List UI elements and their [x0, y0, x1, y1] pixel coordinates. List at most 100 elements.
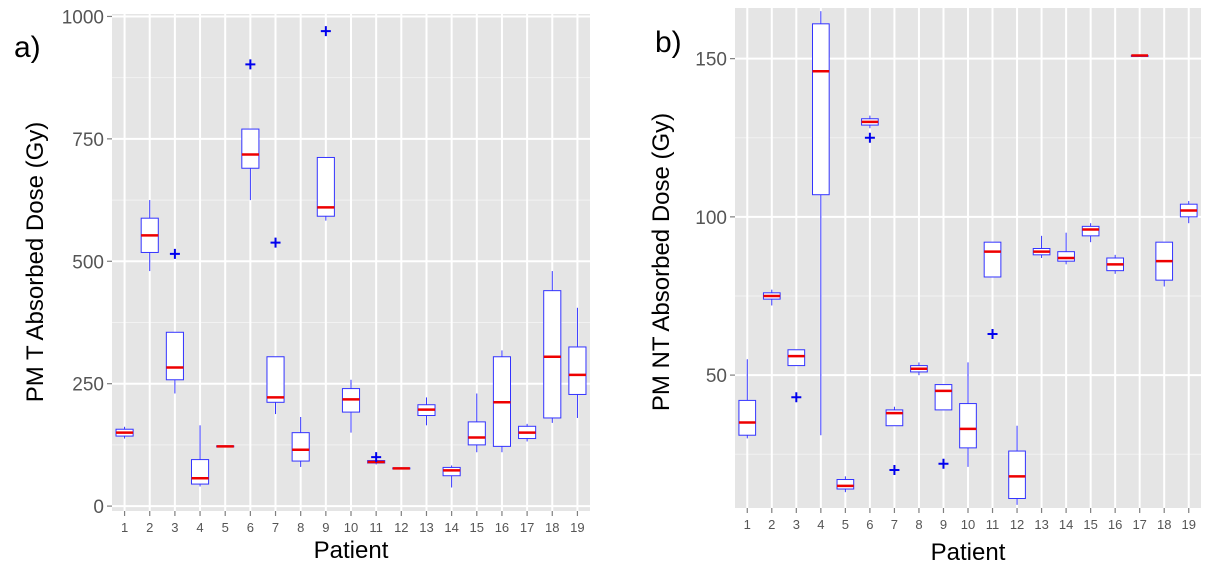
outlier-point [987, 328, 998, 339]
y-tick-label: 0 [93, 497, 104, 518]
iqr-box [165, 331, 184, 381]
box-patient-11 [367, 452, 386, 465]
box-patient-19 [1179, 201, 1198, 224]
box-patient-5 [836, 476, 855, 493]
y-axis-ticks: 50 100 150 [695, 50, 735, 387]
iqr-box [543, 290, 562, 419]
box-patient-19 [568, 307, 587, 418]
iqr-box [1057, 251, 1075, 262]
x-tick-label: 17 [1132, 517, 1146, 532]
box-patient-12 [1008, 425, 1026, 505]
outlier-point [371, 452, 382, 463]
x-tick-label: 9 [940, 517, 947, 532]
y-tick-label: 50 [706, 366, 727, 387]
outlier-point [245, 59, 256, 70]
box-patient-7 [266, 237, 285, 415]
x-tick-label: 6 [247, 520, 254, 535]
x-tick-label: 8 [297, 520, 304, 535]
iqr-box [467, 421, 486, 446]
box-patient-8 [291, 416, 310, 467]
x-tick-label: 15 [1083, 517, 1097, 532]
box-plots [115, 26, 587, 488]
box-patient-18 [1155, 241, 1174, 287]
outlier-point [938, 458, 949, 469]
iqr-box [1081, 225, 1100, 237]
iqr-box [787, 349, 806, 367]
box-patient-14 [442, 465, 461, 488]
x-tick-label: 12 [394, 520, 408, 535]
box-patient-17 [1130, 54, 1149, 57]
x-tick-label: 7 [891, 517, 898, 532]
outlier-point [270, 237, 281, 248]
box-patient-17 [518, 423, 537, 442]
box-patient-16 [1106, 254, 1124, 274]
x-tick-label: 17 [520, 520, 534, 535]
x-tick-label: 12 [1010, 517, 1024, 532]
iqr-box [983, 241, 1002, 278]
x-tick-label: 19 [1182, 517, 1196, 532]
iqr-box [738, 399, 757, 436]
box-patient-16 [492, 350, 512, 453]
box-patient-6 [861, 115, 879, 143]
box-patient-3 [787, 349, 806, 403]
x-tick-label: 2 [768, 517, 775, 532]
iqr-box [836, 479, 855, 490]
iqr-box [291, 432, 310, 462]
x-tick-label: 10 [344, 520, 358, 535]
outlier-point [864, 132, 875, 143]
x-tick-label: 13 [1034, 517, 1048, 532]
x-axis-ticks: 1 2 3 4 5 6 7 8 9 10 11 12 13 14 15 16 17 18 19 [121, 511, 585, 535]
box-plots [738, 11, 1198, 505]
x-tick-label: 7 [272, 520, 279, 535]
y-tick-label: 100 [695, 208, 727, 229]
x-tick-label: 6 [866, 517, 873, 532]
x-axis-ticks: 1 2 3 4 5 6 7 8 9 10 11 12 13 14 15 16 17 18 19 [744, 508, 1196, 532]
box-patient-10 [959, 362, 977, 467]
y-tick-label: 750 [72, 130, 104, 151]
box-patient-5 [216, 445, 235, 448]
box-patient-15 [1081, 223, 1100, 243]
x-tick-label: 8 [915, 517, 922, 532]
x-tick-label: 3 [793, 517, 800, 532]
x-axis-label: Patient [314, 537, 389, 564]
x-tick-label: 4 [196, 520, 203, 535]
x-tick-label: 9 [322, 520, 329, 535]
y-axis-ticks: 0 250 500 750 1000 [62, 7, 112, 518]
box-patient-4 [812, 11, 830, 436]
box-patient-9 [316, 26, 335, 221]
x-tick-label: 11 [369, 520, 383, 535]
y-tick-label: 500 [72, 252, 104, 273]
box-patient-1 [738, 359, 757, 439]
panel-label: b) [655, 26, 682, 59]
iqr-box [190, 459, 210, 485]
x-tick-label: 10 [961, 517, 975, 532]
outlier-point [791, 392, 802, 403]
box-patient-18 [543, 271, 562, 423]
x-tick-label: 18 [545, 520, 559, 535]
box-patient-2 [140, 200, 159, 272]
iqr-box [934, 384, 953, 411]
box-patient-13 [417, 397, 436, 426]
iqr-box [959, 403, 977, 449]
y-tick-label: 150 [695, 50, 727, 71]
iqr-box [812, 23, 830, 196]
box-patient-11 [983, 241, 1002, 339]
y-axis-label: PM T Absorbed Dose (Gy) [22, 122, 49, 403]
x-tick-label: 4 [817, 517, 824, 532]
box-patient-13 [1032, 235, 1051, 258]
x-tick-label: 5 [222, 520, 229, 535]
outlier-point [889, 465, 900, 476]
x-tick-label: 11 [986, 517, 1000, 532]
iqr-box [316, 156, 335, 217]
x-tick-label: 1 [744, 517, 751, 532]
y-tick-label: 1000 [62, 7, 104, 28]
x-tick-label: 14 [444, 520, 458, 535]
box-patient-8 [910, 362, 928, 376]
y-axis-label-visible: PM NT Absorbed Dose (Gy) [648, 113, 675, 411]
outlier-point [169, 248, 180, 259]
x-tick-label: 13 [419, 520, 433, 535]
x-axis-label: Patient [931, 539, 1006, 566]
panel-label: a) [14, 31, 41, 64]
box-patient-7 [885, 406, 904, 476]
box-patient-3 [165, 248, 184, 394]
